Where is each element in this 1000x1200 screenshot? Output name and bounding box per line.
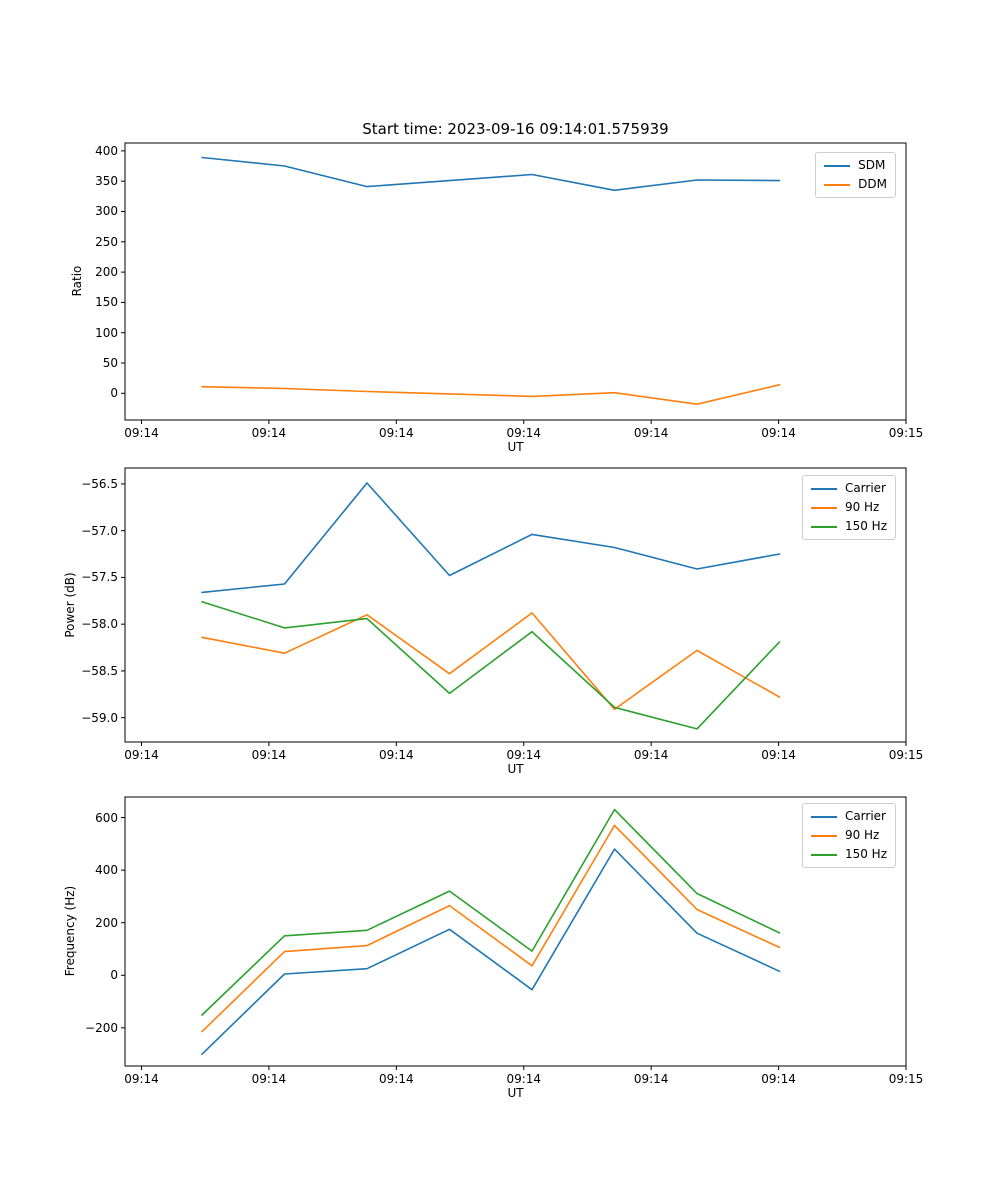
y-tick-label-power: −57.5: [81, 570, 118, 585]
x-tick-label-ratio: 09:14: [633, 426, 669, 440]
x-tick-label-power: 09:14: [506, 748, 542, 762]
y-tick-label-power: −59.0: [81, 710, 118, 725]
series-line-150-hz: [201, 808, 781, 1016]
legend-item-90-hz: 90 Hz: [810, 500, 887, 515]
legend-line-sample: [810, 487, 837, 490]
legend-item-carrier: Carrier: [810, 481, 887, 496]
legend-label: Carrier: [844, 481, 886, 495]
legend-label: DDM: [858, 177, 887, 191]
y-tick-label-ratio: 50: [102, 356, 118, 371]
y-tick-label-ratio: 300: [95, 204, 118, 219]
legend-power: Carrier 90 Hz 150 Hz: [801, 475, 896, 540]
legend-frequency: Carrier 90 Hz 150 Hz: [801, 803, 896, 868]
legend-label: 150 Hz: [844, 847, 887, 861]
legend-item-90-hz: 90 Hz: [810, 828, 887, 843]
y-tick-label-power: −56.5: [81, 476, 118, 491]
x-tick-label-ratio: 09:14: [124, 426, 159, 440]
y-tick-label-power: −57.0: [81, 523, 118, 538]
legend-line-sample: [810, 853, 837, 856]
legend-label: SDM: [858, 158, 886, 172]
x-axis-label-ut-bottom: UT: [507, 1086, 524, 1100]
y-axis-label-frequency: Frequency (Hz): [63, 885, 77, 977]
legend-item-150-hz: 150 Hz: [810, 847, 887, 862]
y-tick-label-ratio: 400: [95, 143, 118, 158]
y-tick-label-ratio: 150: [95, 295, 118, 310]
x-tick-label-frequency: 09:14: [124, 1072, 159, 1086]
legend-line-sample: [824, 183, 851, 186]
figure-title: Start time: 2023-09-16 09:14:01.575939: [362, 120, 669, 138]
legend-line-sample: [810, 815, 837, 818]
y-tick-label-ratio: 350: [95, 174, 118, 189]
legend-line-sample: [810, 506, 837, 509]
plot-box-ratio: [124, 142, 907, 421]
x-tick-label-ratio: 09:14: [506, 426, 542, 440]
legend-label: 150 Hz: [844, 519, 887, 533]
x-tick-label-ratio: 09:14: [251, 426, 287, 440]
x-axis-label-ut-middle: UT: [507, 762, 524, 776]
series-line-ddm: [201, 383, 781, 406]
y-tick-label-ratio: 250: [95, 234, 118, 249]
legend-ratio: SDM DDM: [815, 152, 896, 198]
x-axis-label-ut-top: UT: [507, 440, 524, 454]
plot-box-frequency: [124, 796, 907, 1067]
series-line-90-hz: [201, 612, 781, 711]
y-tick-label-power: −58.0: [81, 617, 118, 632]
y-tick-label-power: −58.5: [81, 663, 118, 678]
series-line-sdm: [201, 156, 781, 192]
y-tick-label-frequency: 600: [95, 810, 118, 825]
y-tick-label-frequency: 200: [95, 915, 118, 930]
series-line-90-hz: [201, 824, 781, 1033]
y-tick-label-ratio: 200: [95, 265, 118, 280]
legend-line-sample: [824, 164, 851, 167]
x-tick-label-frequency: 09:14: [633, 1072, 669, 1086]
legend-item-150-hz: 150 Hz: [810, 519, 887, 534]
x-tick-label-power: 09:14: [633, 748, 669, 762]
y-tick-label-frequency: 0: [110, 968, 118, 983]
x-tick-label-power: 09:15: [888, 748, 924, 762]
x-tick-label-ratio: 09:15: [888, 426, 924, 440]
series-line-carrier: [201, 482, 781, 594]
x-tick-label-frequency: 09:14: [251, 1072, 287, 1086]
y-tick-label-ratio: 100: [95, 325, 118, 340]
y-tick-label-frequency: 400: [95, 863, 118, 878]
series-line-150-hz: [201, 600, 781, 730]
plot-box-power: [124, 467, 907, 743]
legend-item-carrier: Carrier: [810, 809, 887, 824]
series-line-carrier: [201, 848, 781, 1055]
legend-line-sample: [810, 834, 837, 837]
y-tick-label-frequency: −200: [85, 1020, 118, 1035]
legend-label: 90 Hz: [844, 500, 880, 514]
x-tick-label-frequency: 09:15: [888, 1072, 924, 1086]
legend-label: 90 Hz: [844, 828, 880, 842]
x-tick-label-ratio: 09:14: [761, 426, 796, 440]
legend-item-ddm: DDM: [824, 177, 887, 192]
legend-item-sdm: SDM: [824, 158, 887, 173]
x-tick-label-power: 09:14: [761, 748, 796, 762]
legend-label: Carrier: [844, 809, 886, 823]
x-tick-label-ratio: 09:14: [379, 426, 414, 440]
x-tick-label-power: 09:14: [379, 748, 414, 762]
x-tick-label-power: 09:14: [251, 748, 287, 762]
x-tick-label-power: 09:14: [124, 748, 159, 762]
x-tick-label-frequency: 09:14: [761, 1072, 796, 1086]
y-tick-label-ratio: 0: [110, 386, 118, 401]
legend-line-sample: [810, 525, 837, 528]
x-tick-label-frequency: 09:14: [506, 1072, 542, 1086]
x-tick-label-frequency: 09:14: [379, 1072, 414, 1086]
